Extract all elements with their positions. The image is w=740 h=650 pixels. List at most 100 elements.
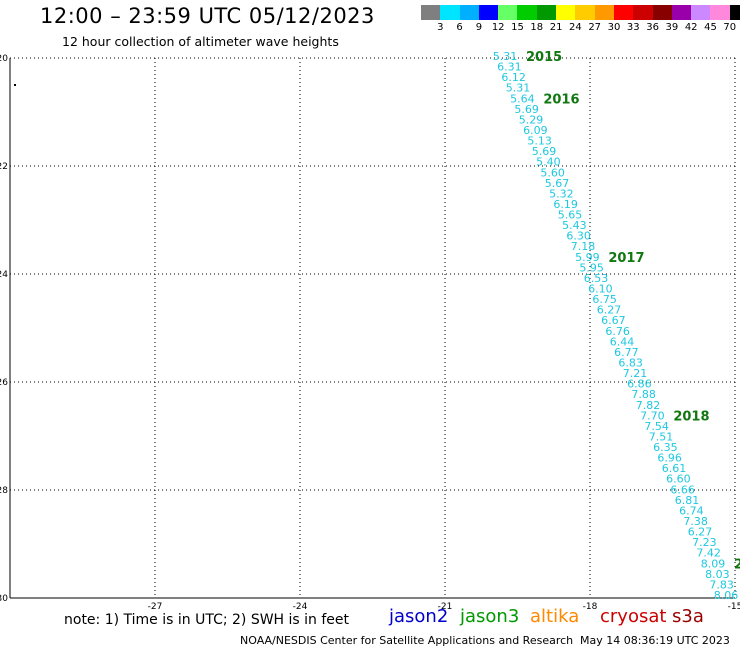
note-text: note: 1) Time is in UTC; 2) SWH is in fe… <box>64 612 350 628</box>
time-label: 2016 <box>543 92 579 107</box>
lat-label: -28 <box>0 486 8 496</box>
lat-label: -30 <box>0 594 8 604</box>
swh-value: 6.61 <box>662 462 687 475</box>
legend-label: 6 <box>456 22 463 33</box>
legend-label: 33 <box>626 22 640 33</box>
swh-value: 5.60 <box>540 166 565 179</box>
satellite-label-altika: altika <box>530 606 580 627</box>
swh-value: 8.03 <box>705 568 730 581</box>
legend-label: 27 <box>588 22 602 33</box>
swh-value: 6.53 <box>584 272 609 285</box>
swh-value: 7.54 <box>644 420 669 433</box>
time-label: 2 <box>734 557 740 572</box>
time-label: 2018 <box>673 409 709 424</box>
swh-value: 6.77 <box>614 346 639 359</box>
swh-value: 6.86 <box>627 378 652 391</box>
swh-value: 6.44 <box>610 335 635 348</box>
footer-credit: NOAA/NESDIS Center for Satellite Applica… <box>240 634 574 647</box>
satellite-label-jason2: jason2 <box>389 606 449 627</box>
swh-value: 6.19 <box>553 198 578 211</box>
lat-label: -20 <box>0 54 8 64</box>
swh-value: 5.69 <box>514 103 539 116</box>
swh-value: 7.18 <box>571 240 596 253</box>
legend-label: 42 <box>684 22 698 33</box>
swh-value: 6.67 <box>601 314 626 327</box>
lat-label: -24 <box>0 270 8 280</box>
legend-swatch <box>633 5 653 20</box>
legend-swatch <box>517 5 537 20</box>
legend-swatch <box>556 5 576 20</box>
swh-value: 6.76 <box>605 325 630 338</box>
swh-value: 8.06 <box>714 589 739 602</box>
lat-label: -26 <box>0 378 8 388</box>
legend-swatch <box>440 5 460 20</box>
legend-swatch <box>459 5 479 20</box>
lon-label: -21 <box>438 602 453 612</box>
swh-value: 5.40 <box>536 156 561 169</box>
legend-swatch <box>536 5 557 20</box>
swh-value: 6.30 <box>566 230 591 243</box>
legend-swatch <box>478 5 499 20</box>
legend-swatch <box>691 5 711 20</box>
swh-value: 5.13 <box>527 135 552 148</box>
legend-label: 30 <box>607 22 621 33</box>
swh-value: 6.27 <box>688 526 713 539</box>
legend-swatch <box>613 5 634 20</box>
legend-swatch <box>729 5 740 20</box>
legend-swatch <box>594 5 614 20</box>
swh-value: 7.70 <box>640 409 665 422</box>
swh-value: 7.82 <box>636 399 661 412</box>
color-legend <box>421 5 740 20</box>
swh-value: 8.09 <box>701 557 726 570</box>
lon-label: -27 <box>148 602 163 612</box>
swh-value: 6.12 <box>501 71 526 84</box>
legend-swatch <box>498 5 518 20</box>
lon-label: -15 <box>728 602 740 612</box>
swh-value: 7.23 <box>692 536 717 549</box>
swh-value: 6.35 <box>653 441 678 454</box>
time-label: 2015 <box>526 50 562 65</box>
page-subtitle: 12 hour collection of altimeter wave hei… <box>62 34 339 49</box>
legend-label: 70 <box>723 22 737 33</box>
swh-value: 7.38 <box>683 515 708 528</box>
time-label: 2017 <box>608 251 644 266</box>
legend-swatch <box>652 5 672 20</box>
swh-value: 6.81 <box>675 494 700 507</box>
swh-value: 7.88 <box>631 388 656 401</box>
lon-label: -24 <box>293 602 308 612</box>
swh-value: 5.29 <box>519 113 544 126</box>
legend-label: 45 <box>704 22 717 33</box>
swh-value: 6.10 <box>588 283 613 296</box>
map-dot <box>14 84 16 86</box>
legend-swatch <box>671 5 692 20</box>
swh-value: 6.96 <box>657 452 682 465</box>
swh-value: 6.83 <box>618 356 643 369</box>
swh-value: 6.66 <box>670 483 695 496</box>
legend-label: 9 <box>475 22 483 33</box>
swh-value: 5.43 <box>562 219 587 232</box>
swh-value: 5.67 <box>545 177 570 190</box>
lon-label: -18 <box>583 602 598 612</box>
swh-value: 7.21 <box>623 367 648 380</box>
legend-swatch <box>710 5 730 20</box>
satellite-label-cryosat: cryosat <box>600 606 667 627</box>
swh-value: 6.60 <box>666 473 691 486</box>
lat-label: -22 <box>0 162 8 172</box>
legend-label: 36 <box>646 22 659 33</box>
footer-timestamp: May 14 08:36:19 UTC 2023 <box>580 634 730 647</box>
swh-value: 5.65 <box>558 209 583 222</box>
swh-value: 7.83 <box>709 578 734 591</box>
swh-value: 6.74 <box>679 504 704 517</box>
legend-label: 15 <box>511 22 524 33</box>
legend-label: 39 <box>665 22 679 33</box>
swh-value: 5.95 <box>579 261 604 274</box>
legend-label: 12 <box>491 22 505 33</box>
swh-value: 5.31 <box>493 50 518 63</box>
page-title: 12:00 – 23:59 UTC 05/12/2023 <box>40 4 375 28</box>
swh-value: 7.51 <box>649 430 674 443</box>
swh-value: 6.09 <box>523 124 548 137</box>
swh-value: 6.27 <box>597 304 622 317</box>
legend-swatch <box>421 5 441 20</box>
swh-value: 5.99 <box>575 251 600 264</box>
